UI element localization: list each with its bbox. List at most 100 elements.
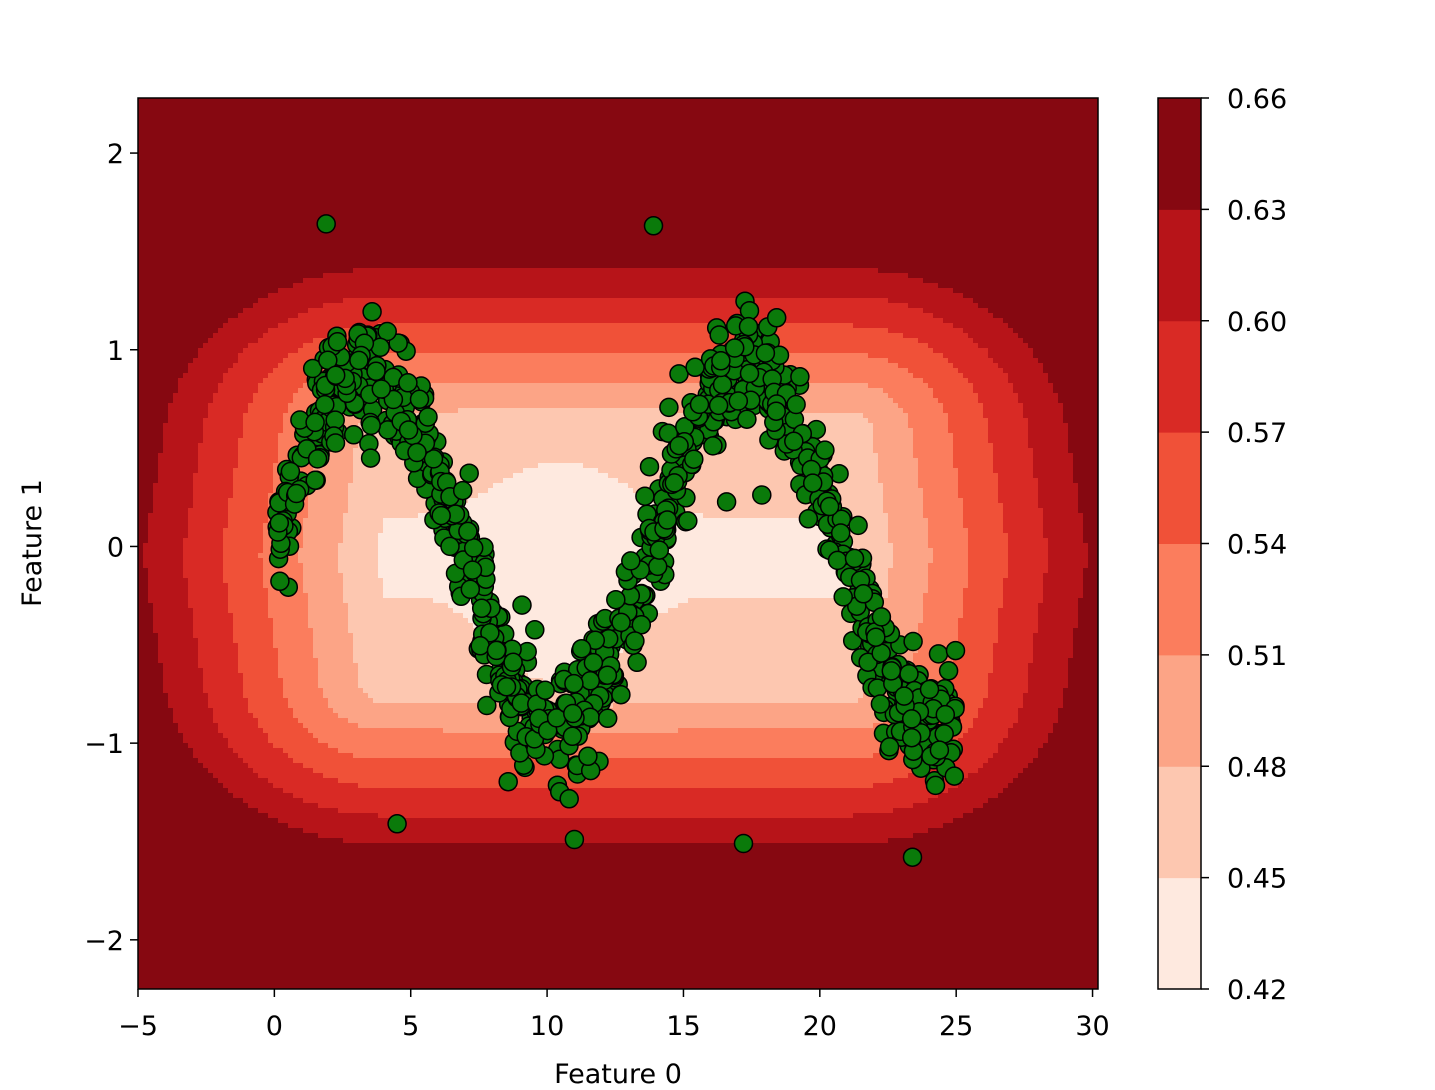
contour-cell: [708, 168, 714, 174]
contour-cell: [378, 153, 384, 159]
contour-cell: [1043, 158, 1049, 164]
contour-cell: [788, 198, 794, 204]
contour-cell: [643, 113, 649, 119]
contour-cell: [653, 203, 659, 209]
contour-cell: [803, 208, 809, 214]
contour-cell: [783, 178, 789, 184]
contour-cell: [1008, 213, 1014, 219]
contour-cell: [858, 203, 864, 209]
contour-cell: [768, 118, 774, 124]
contour-cell: [758, 113, 764, 119]
contour-cell: [928, 153, 934, 159]
contour-cell: [608, 148, 614, 154]
contour-cell: [933, 183, 939, 189]
contour-cell: [643, 118, 649, 124]
contour-cell: [913, 178, 919, 184]
contour-cell: [933, 173, 939, 179]
contour-cell: [833, 218, 839, 224]
contour-cell: [663, 173, 669, 179]
contour-cell: [338, 98, 344, 104]
contour-cell: [903, 118, 909, 124]
contour-cell: [168, 208, 174, 214]
contour-cell: [688, 133, 694, 139]
contour-cell: [833, 148, 839, 154]
contour-cell: [993, 128, 999, 134]
contour-cell: [178, 113, 184, 119]
contour-cell: [793, 98, 799, 104]
contour-cell: [328, 133, 334, 139]
contour-cell: [693, 123, 699, 129]
contour-cell: [578, 208, 584, 214]
contour-cell: [213, 208, 219, 214]
contour-cell: [853, 168, 859, 174]
contour-cell: [878, 193, 884, 199]
contour-cell: [273, 123, 279, 129]
contour-cell: [228, 123, 234, 129]
contour-cell: [663, 168, 669, 174]
contour-cell: [888, 223, 894, 229]
contour-cell: [1028, 138, 1034, 144]
contour-cell: [848, 138, 854, 144]
contour-cell: [633, 173, 639, 179]
contour-cell: [463, 178, 469, 184]
contour-cell: [788, 168, 794, 174]
contour-cell: [873, 148, 879, 154]
contour-cell: [903, 203, 909, 209]
contour-cell: [933, 128, 939, 134]
contour-cell: [528, 123, 534, 129]
contour-cell: [218, 98, 224, 104]
contour-cell: [1083, 223, 1089, 229]
contour-cell: [933, 98, 939, 104]
contour-cell: [763, 188, 769, 194]
contour-cell: [473, 148, 479, 154]
contour-cell: [443, 163, 449, 169]
contour-cell: [223, 218, 229, 224]
contour-cell: [928, 148, 934, 154]
contour-cell: [718, 188, 724, 194]
contour-cell: [883, 193, 889, 199]
contour-cell: [353, 123, 359, 129]
contour-cell: [1038, 168, 1044, 174]
contour-cell: [143, 163, 149, 169]
contour-cell: [663, 138, 669, 144]
contour-cell: [848, 213, 854, 219]
contour-cell: [283, 183, 289, 189]
contour-cell: [563, 193, 569, 199]
contour-cell: [608, 198, 614, 204]
contour-cell: [1078, 203, 1084, 209]
contour-cell: [1013, 143, 1019, 149]
contour-cell: [1048, 143, 1054, 149]
contour-cell: [628, 123, 634, 129]
contour-cell: [1033, 98, 1039, 104]
contour-cell: [923, 223, 929, 229]
contour-cell: [253, 98, 259, 104]
contour-cell: [833, 133, 839, 139]
contour-cell: [978, 118, 984, 124]
contour-cell: [958, 158, 964, 164]
contour-cell: [523, 173, 529, 179]
contour-cell: [778, 138, 784, 144]
contour-cell: [598, 113, 604, 119]
contour-cell: [183, 103, 189, 109]
contour-cell: [153, 213, 159, 219]
contour-cell: [323, 168, 329, 174]
contour-cell: [248, 193, 254, 199]
contour-cell: [458, 158, 464, 164]
contour-cell: [378, 213, 384, 219]
contour-cell: [1008, 173, 1014, 179]
contour-cell: [343, 103, 349, 109]
contour-cell: [388, 118, 394, 124]
contour-cell: [443, 133, 449, 139]
contour-cell: [193, 143, 199, 149]
contour-cell: [603, 208, 609, 214]
contour-cell: [458, 103, 464, 109]
contour-cell: [1013, 113, 1019, 119]
contour-cell: [993, 183, 999, 189]
contour-cell: [608, 133, 614, 139]
contour-cell: [313, 118, 319, 124]
contour-cell: [163, 228, 169, 234]
contour-cell: [908, 188, 914, 194]
contour-cell: [238, 158, 244, 164]
contour-cell: [998, 98, 1004, 104]
contour-cell: [598, 163, 604, 169]
